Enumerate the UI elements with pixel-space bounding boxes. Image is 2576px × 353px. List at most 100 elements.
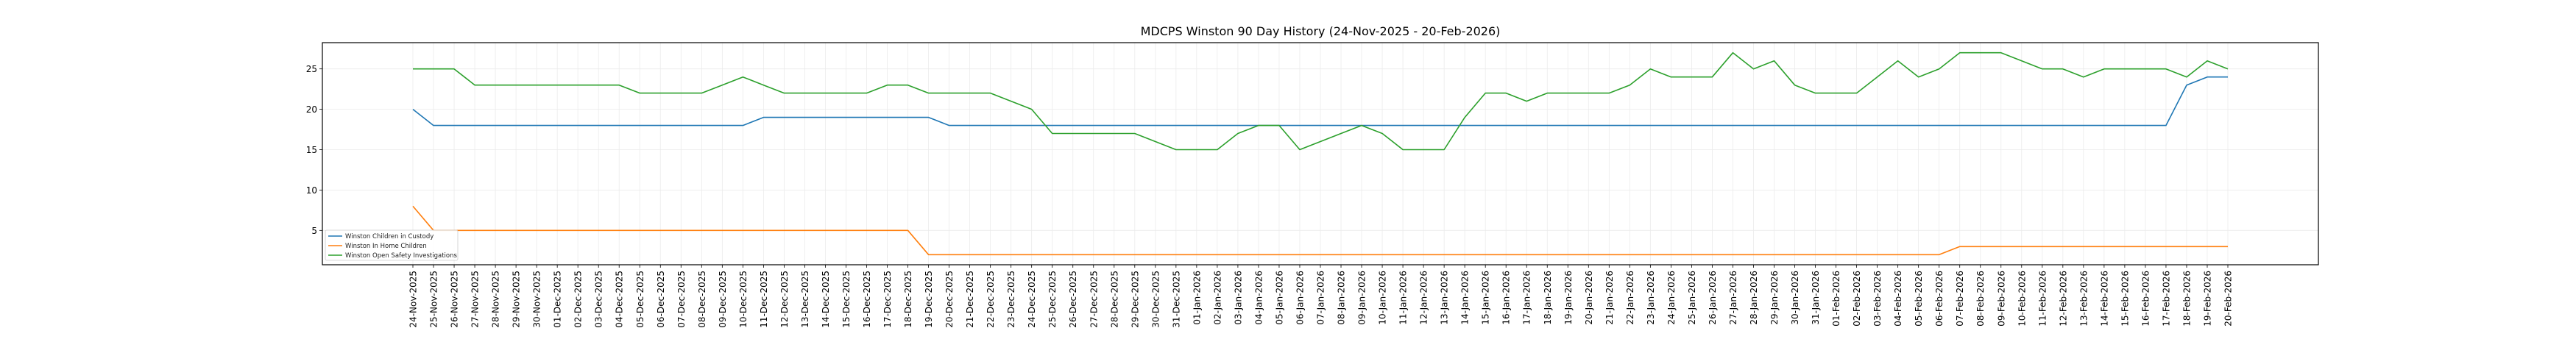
- legend: Winston Children in Custody Winston In Ho…: [325, 229, 459, 261]
- x-tick-label: 30-Jan-2026: [1790, 271, 1800, 325]
- x-tick-label: 03-Jan-2026: [1233, 271, 1243, 325]
- x-tick-label: 16-Dec-2025: [862, 271, 872, 328]
- x-tick-label: 05-Jan-2026: [1274, 271, 1284, 325]
- y-tick-label: 25: [306, 64, 317, 74]
- y-tick-label: 10: [306, 185, 317, 196]
- legend-label: Winston Open Safety Investigations: [345, 252, 457, 260]
- x-tick-label: 19-Feb-2026: [2202, 271, 2212, 327]
- x-tick-label: 14-Jan-2026: [1460, 271, 1471, 325]
- x-tick-label: 26-Jan-2026: [1708, 271, 1718, 325]
- x-tick-label: 07-Dec-2025: [676, 271, 687, 328]
- x-tick-label: 03-Dec-2025: [594, 271, 604, 328]
- x-tick-label: 29-Dec-2025: [1130, 271, 1140, 328]
- x-tick-label: 10-Dec-2025: [738, 271, 749, 328]
- x-tick-label: 25-Jan-2026: [1687, 271, 1697, 325]
- grid: [322, 43, 2318, 265]
- x-tick-label: 19-Dec-2025: [924, 271, 934, 328]
- y-axis: 5 10 15 20 25: [306, 64, 322, 236]
- chart-title: MDCPS Winston 90 Day History (24-Nov-202…: [1141, 24, 1501, 38]
- x-tick-label: 02-Jan-2026: [1212, 271, 1222, 325]
- x-tick-label: 19-Jan-2026: [1563, 271, 1574, 325]
- x-tick-label: 05-Dec-2025: [635, 271, 645, 328]
- x-axis: 24-Nov-2025 25-Nov-2025 26-Nov-2025 27-Nov-…: [408, 265, 2234, 328]
- x-tick-label: 08-Feb-2026: [1975, 271, 1986, 327]
- series-lines: [412, 51, 2229, 256]
- x-tick-label: 01-Feb-2026: [1831, 271, 1841, 327]
- x-tick-label: 09-Dec-2025: [718, 271, 728, 328]
- x-tick-label: 06-Feb-2026: [1934, 271, 1945, 327]
- x-tick-label: 13-Jan-2026: [1440, 271, 1450, 325]
- x-tick-label: 11-Feb-2026: [2037, 271, 2048, 327]
- x-tick-label: 25-Dec-2025: [1047, 271, 1058, 328]
- x-tick-label: 17-Jan-2026: [1522, 271, 1532, 325]
- x-tick-label: 20-Feb-2026: [2223, 271, 2234, 327]
- x-tick-label: 20-Jan-2026: [1584, 271, 1594, 325]
- x-tick-label: 06-Dec-2025: [656, 271, 666, 328]
- x-tick-label: 11-Jan-2026: [1398, 271, 1409, 325]
- x-tick-label: 04-Jan-2026: [1253, 271, 1264, 325]
- x-tick-label: 27-Nov-2025: [470, 271, 481, 328]
- x-tick-label: 14-Dec-2025: [821, 271, 831, 328]
- x-tick-label: 04-Dec-2025: [615, 271, 625, 328]
- x-tick-label: 26-Dec-2025: [1068, 271, 1078, 328]
- x-tick-label: 15-Dec-2025: [841, 271, 852, 328]
- x-tick-label: 21-Dec-2025: [965, 271, 975, 328]
- series-line-2: [412, 205, 2228, 256]
- x-tick-label: 17-Dec-2025: [882, 271, 893, 328]
- x-tick-label: 09-Feb-2026: [1996, 271, 2006, 327]
- y-tick-label: 20: [306, 104, 317, 115]
- x-tick-label: 20-Dec-2025: [944, 271, 955, 328]
- x-tick-label: 07-Feb-2026: [1955, 271, 1965, 327]
- x-tick-label: 12-Jan-2026: [1419, 271, 1429, 325]
- series-line-3: [413, 51, 2229, 151]
- legend-label: Winston In Home Children: [345, 243, 427, 250]
- series-line-1: [412, 76, 2228, 126]
- x-tick-label: 12-Dec-2025: [779, 271, 790, 328]
- legend-box: [325, 229, 459, 261]
- x-tick-label: 06-Jan-2026: [1295, 271, 1305, 325]
- x-tick-label: 31-Jan-2026: [1811, 271, 1821, 325]
- x-tick-label: 18-Jan-2026: [1543, 271, 1553, 325]
- x-tick-label: 12-Feb-2026: [2058, 271, 2068, 327]
- x-tick-label: 11-Dec-2025: [759, 271, 769, 328]
- x-tick-label: 22-Dec-2025: [986, 271, 996, 328]
- x-tick-label: 29-Jan-2026: [1769, 271, 1780, 325]
- legend-label: Winston Children in Custody: [345, 233, 434, 240]
- x-tick-label: 31-Dec-2025: [1171, 271, 1181, 328]
- x-tick-label: 13-Dec-2025: [800, 271, 810, 328]
- x-tick-label: 07-Jan-2026: [1316, 271, 1326, 325]
- x-tick-label: 03-Feb-2026: [1872, 271, 1883, 327]
- x-tick-label: 09-Jan-2026: [1357, 271, 1367, 325]
- x-tick-label: 27-Dec-2025: [1089, 271, 1099, 328]
- x-tick-label: 18-Feb-2026: [2182, 271, 2192, 327]
- x-tick-label: 22-Jan-2026: [1625, 271, 1635, 325]
- x-tick-label: 16-Jan-2026: [1501, 271, 1512, 325]
- x-tick-label: 29-Nov-2025: [512, 271, 522, 328]
- x-tick-label: 16-Feb-2026: [2140, 271, 2151, 327]
- x-tick-label: 18-Dec-2025: [903, 271, 913, 328]
- x-tick-label: 02-Feb-2026: [1852, 271, 1862, 327]
- x-tick-label: 24-Jan-2026: [1666, 271, 1677, 325]
- x-tick-label: 23-Dec-2025: [1006, 271, 1016, 328]
- x-tick-label: 02-Dec-2025: [573, 271, 584, 328]
- x-tick-label: 26-Nov-2025: [450, 271, 460, 328]
- x-tick-label: 13-Feb-2026: [2078, 271, 2089, 327]
- x-tick-label: 08-Jan-2026: [1337, 271, 1347, 325]
- x-tick-label: 10-Feb-2026: [2017, 271, 2027, 327]
- x-tick-label: 14-Feb-2026: [2099, 271, 2109, 327]
- x-tick-label: 25-Nov-2025: [429, 271, 439, 328]
- x-tick-label: 28-Jan-2026: [1749, 271, 1759, 325]
- x-tick-label: 17-Feb-2026: [2161, 271, 2171, 327]
- x-tick-label: 24-Nov-2025: [408, 271, 419, 328]
- x-tick-label: 08-Dec-2025: [697, 271, 707, 328]
- x-tick-label: 21-Jan-2026: [1604, 271, 1615, 325]
- x-tick-label: 23-Jan-2026: [1646, 271, 1656, 325]
- x-tick-label: 01-Dec-2025: [553, 271, 563, 328]
- x-tick-label: 30-Dec-2025: [1150, 271, 1161, 328]
- x-tick-label: 30-Nov-2025: [532, 271, 542, 328]
- x-tick-label: 05-Feb-2026: [1914, 271, 1924, 327]
- x-tick-label: 24-Dec-2025: [1027, 271, 1037, 328]
- y-tick-label: 5: [311, 226, 317, 236]
